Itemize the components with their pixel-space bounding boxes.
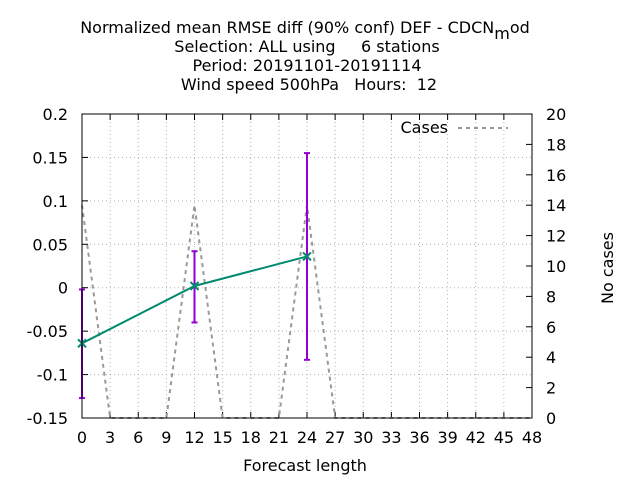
y-tick-label: 0.05 xyxy=(32,235,68,254)
legend-label-cases: Cases xyxy=(401,118,449,137)
x-tick-label: 18 xyxy=(241,428,261,447)
y2-tick-label: 0 xyxy=(546,409,556,428)
y-axis-ticks: 0.2 0.15 0.1 0.05 0 -0.05 -0.1 -0.15 xyxy=(27,105,88,428)
x-tick-label: 36 xyxy=(409,428,429,447)
x-tick-label: 0 xyxy=(77,428,87,447)
y-tick-label: 0.1 xyxy=(43,192,68,211)
x-tick-label: 9 xyxy=(161,428,171,447)
y-tick-label: -0.15 xyxy=(27,409,68,428)
y2-tick-label: 2 xyxy=(546,379,556,398)
plot-border xyxy=(81,113,533,419)
x-axis-ticks: 0 3 6 9 12 15 18 21 24 27 30 33 36 39 42 45 48 xyxy=(77,114,542,447)
x-tick-label: 48 xyxy=(522,428,542,447)
data-point xyxy=(302,251,312,262)
y2-tick-label: 14 xyxy=(546,196,566,215)
data-point-stroke xyxy=(189,281,200,291)
x-tick-label: 6 xyxy=(133,428,143,447)
y-tick-label: -0.1 xyxy=(37,366,68,385)
x-tick-label: 39 xyxy=(437,428,457,447)
x-tick-label: 15 xyxy=(212,428,232,447)
y-tick-label: 0.2 xyxy=(43,105,68,124)
x-tick-label: 30 xyxy=(353,428,373,447)
x-tick-label: 33 xyxy=(381,428,401,447)
data-point xyxy=(189,281,200,291)
data-point-stroke xyxy=(302,251,312,262)
y2-tick-label: 10 xyxy=(546,257,566,276)
x-tick-label: 24 xyxy=(297,428,317,447)
y2-tick-label: 6 xyxy=(546,318,556,337)
x-tick-label: 42 xyxy=(466,428,486,447)
y2-tick-label: 16 xyxy=(546,166,566,185)
y2-tick-label: 12 xyxy=(546,227,566,246)
y-tick-label: 0.15 xyxy=(32,148,68,167)
y-tick-label: -0.05 xyxy=(27,322,68,341)
x-tick-label: 21 xyxy=(269,428,289,447)
y2-tick-label: 20 xyxy=(546,105,566,124)
x-tick-label: 27 xyxy=(325,428,345,447)
y2-tick-label: 8 xyxy=(546,287,556,306)
y2-tick-label: 4 xyxy=(546,348,556,367)
chart-title-line-2: Selection: ALL using 6 stations xyxy=(174,37,439,56)
chart-title-line-3: Period: 20191101-20191114 xyxy=(192,56,421,75)
chart-title-line-4: Wind speed 500hPa Hours: 12 xyxy=(181,75,437,94)
x-tick-label: 12 xyxy=(184,428,204,447)
x-tick-label: 3 xyxy=(105,428,115,447)
y-tick-label: 0 xyxy=(58,279,68,298)
series-main xyxy=(77,152,312,400)
chart-title-prefix: Normalized mean RMSE diff (90% conf) DEF… xyxy=(80,18,494,37)
chart-title-suffix: od xyxy=(510,18,530,37)
y2-tick-label: 18 xyxy=(546,135,566,154)
x-axis-label: Forecast length xyxy=(243,456,367,475)
chart-title-subscript: m xyxy=(494,24,510,43)
chart-title-line-1: Normalized mean RMSE diff (90% conf) DEF… xyxy=(80,18,530,43)
x-tick-label: 45 xyxy=(494,428,514,447)
y2-axis-label: No cases xyxy=(598,232,617,304)
legend: Cases xyxy=(401,118,508,137)
